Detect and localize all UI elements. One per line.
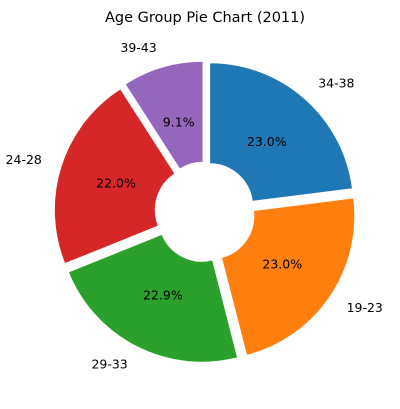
pie-slice-39-43 — [124, 60, 204, 170]
pie-labels: 23.0% 34-38 23.0% 19-23 22.9% 29-33 22.0% 24-28… — [6, 40, 383, 372]
pie-slices — [53, 60, 356, 363]
pct-label-24-28: 22.0% — [96, 176, 136, 191]
chart-title: Age Group Pie Chart (2011) — [105, 10, 305, 26]
pie-slice-19-23 — [220, 197, 356, 357]
category-label-39-43: 39-43 — [120, 40, 156, 55]
category-label-29-33: 29-33 — [91, 357, 127, 372]
pct-label-39-43: 9.1% — [163, 114, 195, 129]
category-label-34-38: 34-38 — [318, 76, 354, 91]
pct-label-34-38: 23.0% — [247, 134, 287, 149]
pie-slice-29-33 — [67, 233, 239, 363]
pct-label-29-33: 22.9% — [143, 287, 183, 302]
pct-label-19-23: 23.0% — [262, 256, 302, 271]
category-label-24-28: 24-28 — [6, 152, 42, 167]
category-label-19-23: 19-23 — [347, 300, 383, 315]
pie-slice-34-38 — [209, 62, 354, 202]
pie-slice-24-28 — [53, 88, 176, 265]
